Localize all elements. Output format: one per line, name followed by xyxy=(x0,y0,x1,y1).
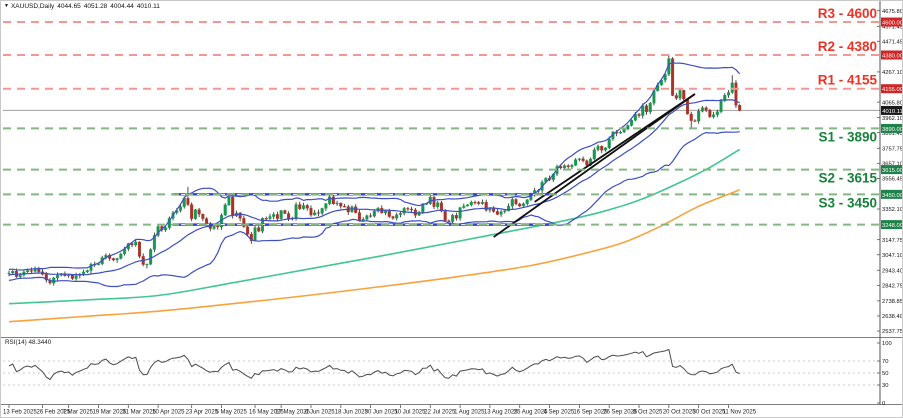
axis-current-price-tag: 4010.11 xyxy=(881,105,903,115)
svg-text:13 Aug 2025: 13 Aug 2025 xyxy=(484,410,518,416)
svg-text:16 Sep 2025: 16 Sep 2025 xyxy=(573,410,608,416)
chart-title: ▼ XAUUSD,Daily 4044.65 4051.28 4004.44 4010.1… xyxy=(4,3,163,10)
svg-text:25 Aug 2025: 25 Aug 2025 xyxy=(514,410,548,416)
svg-text:1 Aug 2025: 1 Aug 2025 xyxy=(454,410,485,416)
ohlc-low-value: 4004.44 xyxy=(110,3,134,10)
svg-text:3047.10: 3047.10 xyxy=(882,253,903,259)
svg-text:16 May 2025: 16 May 2025 xyxy=(249,410,284,416)
svg-text:4380.00: 4380.00 xyxy=(882,53,903,59)
svg-text:26 Sep 2025: 26 Sep 2025 xyxy=(603,410,638,416)
svg-text:3962.10: 3962.10 xyxy=(882,116,903,122)
svg-text:2638.40: 2638.40 xyxy=(882,314,903,320)
svg-text:19 Mar 2025: 19 Mar 2025 xyxy=(92,410,126,416)
symbol-timeframe-label: XAUUSD,Daily xyxy=(10,3,55,10)
svg-text:10 Apr 2025: 10 Apr 2025 xyxy=(152,410,185,416)
ohlc-close-value: 4010.11 xyxy=(136,3,160,10)
svg-text:6 Jun 2025: 6 Jun 2025 xyxy=(305,410,335,416)
svg-text:3657.10: 3657.10 xyxy=(882,162,903,168)
symbol-dropdown-marker-icon[interactable]: ▼ xyxy=(4,3,9,9)
svg-text:2943.40: 2943.40 xyxy=(882,268,903,274)
support-label-s2[interactable]: S2 - 3615 xyxy=(818,171,877,186)
axis-price-tag-r1: 4155.00 xyxy=(881,84,903,94)
svg-text:30 Oct 2025: 30 Oct 2025 xyxy=(693,410,726,416)
svg-text:70: 70 xyxy=(882,359,888,365)
trendline-2[interactable] xyxy=(534,93,696,203)
svg-text:3147.75: 3147.75 xyxy=(882,238,903,244)
svg-text:18 Jun 2025: 18 Jun 2025 xyxy=(335,410,369,416)
svg-text:8 Oct 2025: 8 Oct 2025 xyxy=(633,410,663,416)
resistance-label-r1[interactable]: R1 - 4155 xyxy=(818,73,878,88)
svg-text:23 Apr 2025: 23 Apr 2025 xyxy=(186,410,219,416)
svg-text:3615.00: 3615.00 xyxy=(882,168,903,174)
bollinger-lower-band xyxy=(8,131,740,288)
svg-text:4471.45: 4471.45 xyxy=(882,39,903,45)
sma-100-line xyxy=(8,148,741,305)
svg-text:50: 50 xyxy=(882,371,888,377)
svg-text:4267.10: 4267.10 xyxy=(882,70,903,76)
svg-text:31 Mar 2025: 31 Mar 2025 xyxy=(122,410,156,416)
consolidation-rectangle[interactable] xyxy=(173,193,554,226)
axis-price-tag-s3: 3450.00 xyxy=(881,189,903,199)
svg-text:30: 30 xyxy=(882,383,888,389)
support-label-s3[interactable]: S3 - 3450 xyxy=(818,195,877,210)
svg-text:22 Jul 2025: 22 Jul 2025 xyxy=(424,410,456,416)
svg-text:4 Sep 2025: 4 Sep 2025 xyxy=(544,410,575,416)
axis-price-tag-r2: 4380.00 xyxy=(881,50,903,60)
axis-price-tag-s2: 3615.00 xyxy=(881,165,903,175)
axis-price-tag-s4: 3248.00 xyxy=(881,220,903,230)
svg-text:100: 100 xyxy=(882,341,892,347)
rsi-line xyxy=(8,348,740,381)
resistance-label-r2[interactable]: R2 - 4380 xyxy=(818,39,877,54)
rsi-indicator-label: RSI(14) 48.3440 xyxy=(5,339,52,346)
svg-text:4010.11: 4010.11 xyxy=(882,109,903,115)
resistance-label-r3[interactable]: R3 - 4600 xyxy=(818,6,877,21)
svg-text:3248.00: 3248.00 xyxy=(882,223,903,229)
svg-text:4675.80: 4675.80 xyxy=(882,9,903,15)
rsi-panel: 100 70 50 30 0 xyxy=(3,341,892,407)
svg-text:20 Oct 2025: 20 Oct 2025 xyxy=(663,410,696,416)
ohlc-high-value: 4051.28 xyxy=(83,3,108,10)
svg-text:4600.00: 4600.00 xyxy=(882,20,903,26)
svg-text:4155.00: 4155.00 xyxy=(882,87,903,93)
axis-price-tag-s1: 3890.00 xyxy=(881,123,903,133)
bollinger-upper-band xyxy=(8,62,741,271)
svg-text:4571.45: 4571.45 xyxy=(882,25,903,31)
svg-text:2537.75: 2537.75 xyxy=(882,329,903,335)
svg-text:3556.45: 3556.45 xyxy=(882,177,903,183)
ohlc-open-value: 4044.65 xyxy=(57,3,81,10)
svg-text:26 Feb 2025: 26 Feb 2025 xyxy=(37,410,71,416)
svg-text:3450.00: 3450.00 xyxy=(882,193,903,199)
svg-text:3352.10: 3352.10 xyxy=(882,207,903,213)
trendline-1[interactable] xyxy=(493,93,696,238)
svg-text:30 Jun 2025: 30 Jun 2025 xyxy=(365,410,399,416)
bollinger-middle-band xyxy=(8,99,740,276)
svg-text:7 Mar 2025: 7 Mar 2025 xyxy=(63,410,94,416)
svg-text:4065.80: 4065.80 xyxy=(882,100,903,106)
axis-price-tag-r3: 4600.00 xyxy=(881,17,903,27)
svg-text:11 Nov 2025: 11 Nov 2025 xyxy=(723,410,757,416)
svg-text:10 Jul 2025: 10 Jul 2025 xyxy=(394,410,426,416)
svg-text:3757.75: 3757.75 xyxy=(882,146,903,152)
svg-text:2738.85: 2738.85 xyxy=(882,299,903,305)
svg-text:27 May 2025: 27 May 2025 xyxy=(275,410,310,416)
svg-text:2842.75: 2842.75 xyxy=(882,284,903,290)
svg-text:5 May 2025: 5 May 2025 xyxy=(215,410,247,416)
svg-text:3861.45: 3861.45 xyxy=(882,131,903,137)
svg-text:13 Feb 2025: 13 Feb 2025 xyxy=(3,410,37,416)
price-axis-ticks: 4675.80 4571.45 4471.45 4267.10 4065.80 3962.… xyxy=(877,9,903,335)
support-label-s1[interactable]: S1 - 3890 xyxy=(818,129,877,144)
sma-200-line xyxy=(8,189,740,323)
svg-text:0: 0 xyxy=(882,401,885,407)
svg-text:3890.00: 3890.00 xyxy=(882,127,903,133)
